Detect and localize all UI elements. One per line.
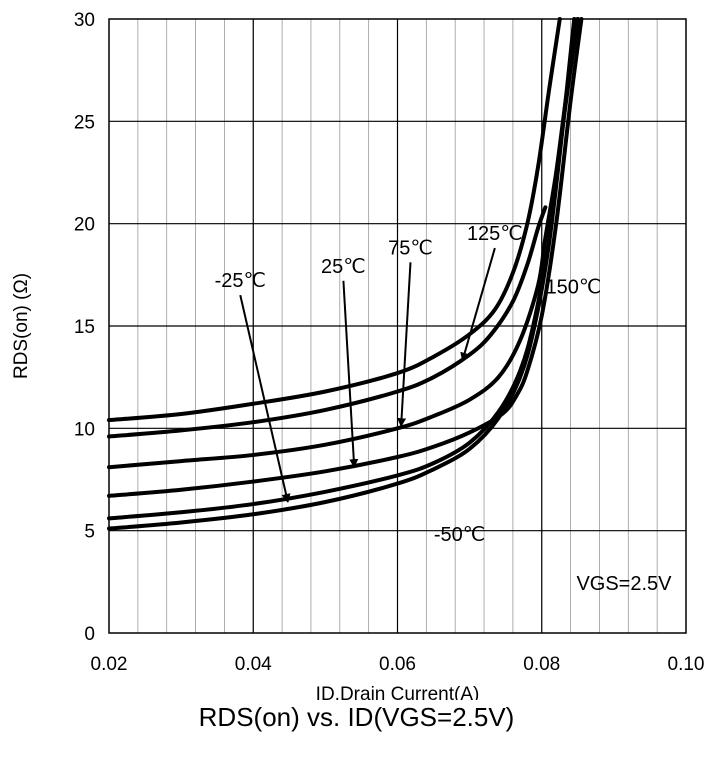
plot-frame [108, 18, 687, 634]
series-line [107, 17, 580, 521]
chart-title: RDS(on) vs. ID(VGS=2.5V) [198, 702, 515, 732]
annotation-label: 25℃ [321, 256, 366, 278]
annotation-label: 125℃ [467, 223, 523, 245]
x-tick-label: 0.08 [523, 654, 560, 675]
annotation-label: -25℃ [215, 270, 266, 292]
y-tick-label: 5 [84, 522, 95, 543]
y-tick-label: 15 [74, 317, 95, 338]
y-axis-label: RDS(on) (Ω) [11, 273, 32, 379]
annotation-arrow [239, 294, 291, 503]
annotation-arrow [397, 262, 412, 428]
series-line [107, 17, 584, 498]
y-tick-label: 30 [74, 10, 95, 31]
series-line [107, 17, 562, 423]
x-tick-label: 0.04 [235, 654, 272, 675]
y-tick-labels: 0 5 10 15 20 25 30 [74, 10, 95, 645]
annotation-label: 75℃ [388, 237, 433, 259]
y-tick-label: 0 [84, 624, 95, 645]
y-tick-label: 25 [74, 112, 95, 133]
arrows-layer [239, 247, 496, 503]
rds-chart: 0.02 0.04 0.06 0.08 0.10 0 5 10 15 20 25 30 -25℃ 25… [11, 10, 705, 700]
y-tick-label: 20 [74, 215, 95, 236]
annotation-arrow [460, 247, 496, 362]
x-tick-label: 0.10 [668, 654, 705, 675]
x-tick-labels: 0.02 0.04 0.06 0.08 0.10 [91, 654, 705, 675]
annotation-layer: -25℃ 25℃ 75℃ 125℃ 150℃ -50℃ VGS=2.5V [215, 223, 673, 595]
annotation-label: VGS=2.5V [576, 573, 672, 595]
series-line [107, 17, 580, 470]
series-line [107, 205, 548, 439]
x-axis-label: ID,Drain Current(A) [316, 684, 480, 700]
x-tick-label: 0.02 [91, 654, 128, 675]
y-tick-label: 10 [74, 419, 95, 440]
annotation-label: 150℃ [546, 276, 602, 298]
series-layer [107, 17, 584, 531]
annotation-label: -50℃ [434, 524, 485, 546]
x-tick-label: 0.06 [379, 654, 416, 675]
annotation-arrow [342, 280, 359, 469]
